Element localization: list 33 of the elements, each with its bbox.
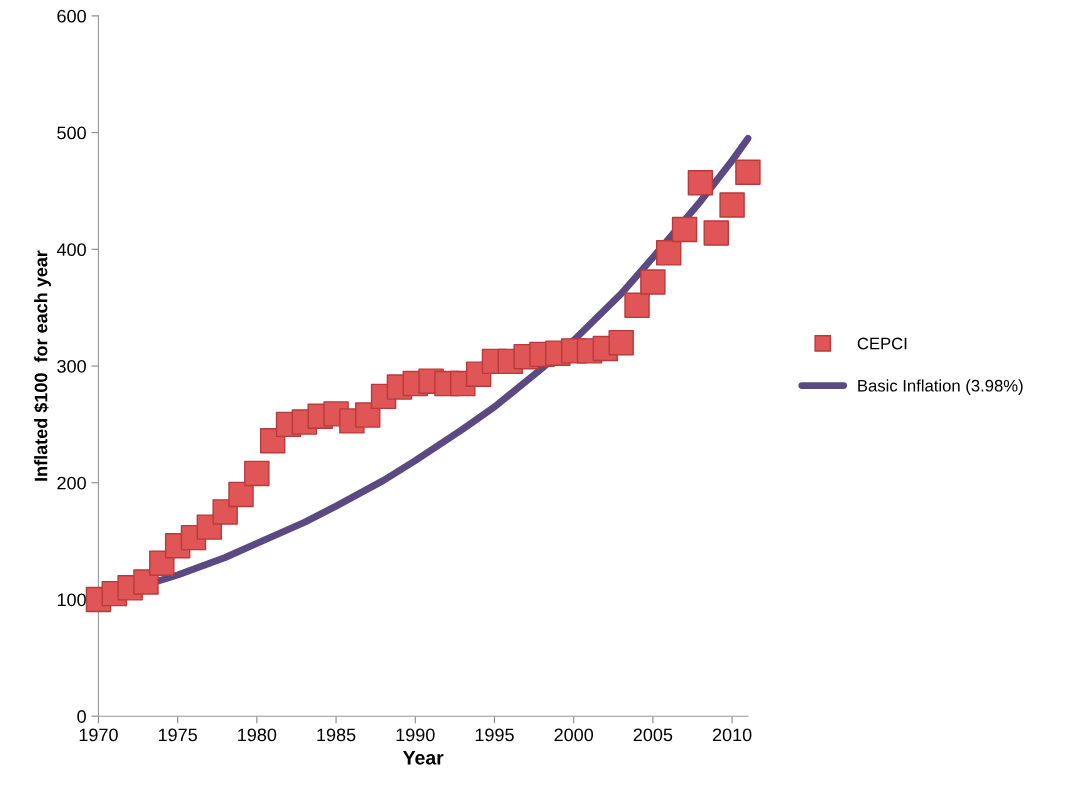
point: [640, 269, 666, 295]
point: [624, 292, 650, 319]
point: [244, 460, 270, 487]
x-tick-label: 1980: [238, 728, 277, 742]
y-axis-title: Inflated $100 for each year: [33, 250, 51, 481]
point: [671, 216, 698, 243]
y-tick-label: 0: [77, 710, 86, 723]
point: [703, 220, 729, 246]
y-tick-label: 100: [57, 593, 86, 607]
x-axis-title: Year: [402, 751, 444, 765]
x-tick-label: 1995: [475, 728, 514, 742]
y-tick-label: 300: [57, 359, 86, 373]
x-tick-label: 2005: [633, 728, 673, 742]
x-tick-label: 2000: [554, 728, 594, 742]
point: [735, 159, 761, 186]
legend-label: CEPCI: [857, 337, 907, 350]
point: [719, 192, 745, 218]
point: [355, 402, 381, 428]
x-tick-label: 1975: [158, 728, 197, 742]
y-tick-label: 400: [56, 243, 86, 257]
y-tick-label: 500: [57, 126, 86, 140]
x-tick-label: 1970: [79, 728, 118, 742]
y-tick-label: 600: [57, 9, 86, 23]
point: [656, 240, 682, 266]
x-tick-label: 2010: [712, 728, 752, 742]
point: [687, 170, 714, 196]
point: [228, 481, 254, 508]
point: [608, 329, 634, 356]
x-tick-label: 1990: [396, 728, 435, 742]
legend-label: Basic Inflation (3.98%): [858, 379, 1023, 395]
point: [133, 569, 159, 595]
y-tick-label: 200: [57, 476, 86, 490]
x-tick-label: 1985: [317, 728, 356, 742]
